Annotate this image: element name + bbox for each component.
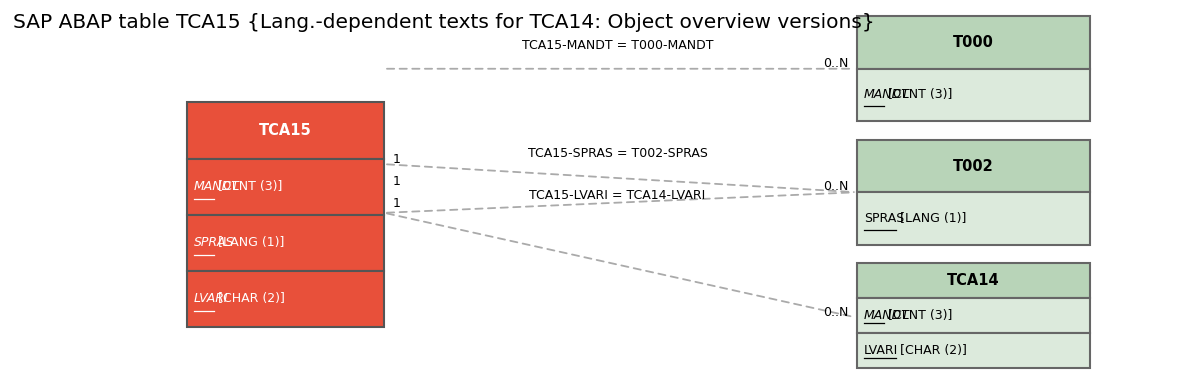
Bar <box>857 192 1090 245</box>
Text: 1: 1 <box>392 197 400 210</box>
Bar <box>187 271 384 327</box>
Bar <box>857 264 1090 298</box>
Text: SPRAS: SPRAS <box>194 236 234 249</box>
Text: 0..N: 0..N <box>823 306 849 319</box>
Text: 1: 1 <box>392 175 400 187</box>
Text: [CHAR (2)]: [CHAR (2)] <box>215 293 285 305</box>
Bar <box>857 298 1090 333</box>
Text: 0..N: 0..N <box>823 180 849 193</box>
Text: T002: T002 <box>953 159 994 173</box>
Text: 0..N: 0..N <box>823 57 849 70</box>
Text: SAP ABAP table TCA15 {Lang.-dependent texts for TCA14: Object overview versions}: SAP ABAP table TCA15 {Lang.-dependent te… <box>13 12 875 32</box>
Text: 1: 1 <box>392 153 400 166</box>
Text: TCA14: TCA14 <box>947 273 1000 288</box>
Text: TCA15: TCA15 <box>259 123 312 138</box>
Text: LVARI: LVARI <box>194 293 229 305</box>
Text: TCA15-MANDT = T000-MANDT: TCA15-MANDT = T000-MANDT <box>522 39 713 52</box>
Text: T000: T000 <box>953 35 994 50</box>
Text: LVARI: LVARI <box>863 344 898 357</box>
Bar <box>187 215 384 271</box>
Bar <box>187 159 384 215</box>
Text: [CLNT (3)]: [CLNT (3)] <box>884 309 952 322</box>
Text: [LANG (1)]: [LANG (1)] <box>215 236 284 249</box>
Text: [CLNT (3)]: [CLNT (3)] <box>884 89 952 101</box>
Text: [CHAR (2)]: [CHAR (2)] <box>897 344 968 357</box>
Bar <box>857 69 1090 121</box>
Bar <box>857 333 1090 368</box>
Text: MANDT: MANDT <box>863 309 910 322</box>
Text: TCA15-LVARI = TCA14-LVARI: TCA15-LVARI = TCA14-LVARI <box>529 188 705 202</box>
Text: MANDT: MANDT <box>194 180 240 193</box>
Text: [LANG (1)]: [LANG (1)] <box>897 212 966 225</box>
Text: TCA15-SPRAS = T002-SPRAS: TCA15-SPRAS = T002-SPRAS <box>528 147 707 161</box>
Text: [CLNT (3)]: [CLNT (3)] <box>215 180 283 193</box>
Bar <box>187 103 384 159</box>
Bar <box>857 16 1090 69</box>
Text: SPRAS: SPRAS <box>863 212 904 225</box>
Bar <box>857 140 1090 192</box>
Text: MANDT: MANDT <box>863 89 910 101</box>
